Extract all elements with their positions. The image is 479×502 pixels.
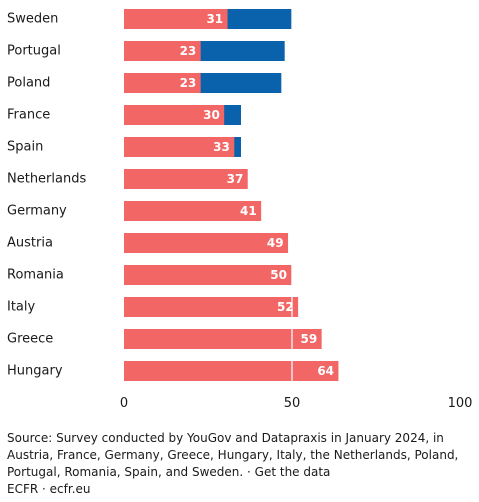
category-label: Poland [7,76,50,91]
bar-segment [124,137,235,157]
credit-site-link[interactable]: ecfr.eu [49,482,91,496]
source-text: Source: Survey conducted by YouGov and D… [7,431,459,479]
bar-segment [124,73,201,93]
data-label: 59 [301,332,318,346]
category-label: Hungary [7,364,63,379]
bar-segment [124,233,289,253]
category-label: Sweden [7,12,58,27]
x-tick-label: 50 [284,396,301,411]
source-note: Source: Survey conducted by YouGov and D… [7,430,475,481]
data-label: 23 [180,44,197,58]
category-label: Spain [7,140,43,155]
bar-segment [124,265,292,285]
chart-footer: Source: Survey conducted by YouGov and D… [7,430,475,498]
bar-segment [124,201,262,221]
credit-org: ECFR [7,482,39,496]
data-label: 52 [277,300,294,314]
get-the-data-link[interactable]: Get the data [254,465,331,479]
data-label: 30 [203,108,220,122]
category-label: Germany [7,204,67,219]
bar-segment [124,9,228,29]
credit-separator: · [38,482,50,496]
data-label: 50 [270,268,287,282]
category-label: Netherlands [7,172,86,187]
category-label: Greece [7,332,53,347]
x-tick-label: 0 [120,396,128,411]
data-label: 49 [267,236,284,250]
data-label: 31 [206,12,223,26]
bar-segment [124,169,248,189]
stacked-bar-chart: Sweden501431Portugal48101623Poland478162… [7,9,473,411]
bar-segment [124,41,201,61]
credit-line: ECFR · ecfr.eu [7,481,475,498]
data-label: 41 [240,204,257,218]
x-tick-label: 100 [448,396,473,411]
category-label: Austria [7,236,53,251]
category-label: Italy [7,300,36,315]
bar-segment [124,361,339,381]
data-label: 37 [227,172,244,186]
data-label: 33 [213,140,230,154]
bar-segment [124,329,322,349]
data-label: 23 [180,76,197,90]
category-label: Romania [7,268,64,283]
bar-segment [124,105,225,125]
category-label: France [7,108,50,123]
data-label: 64 [317,364,334,378]
bar-segment [124,297,299,317]
category-label: Portugal [7,44,61,59]
